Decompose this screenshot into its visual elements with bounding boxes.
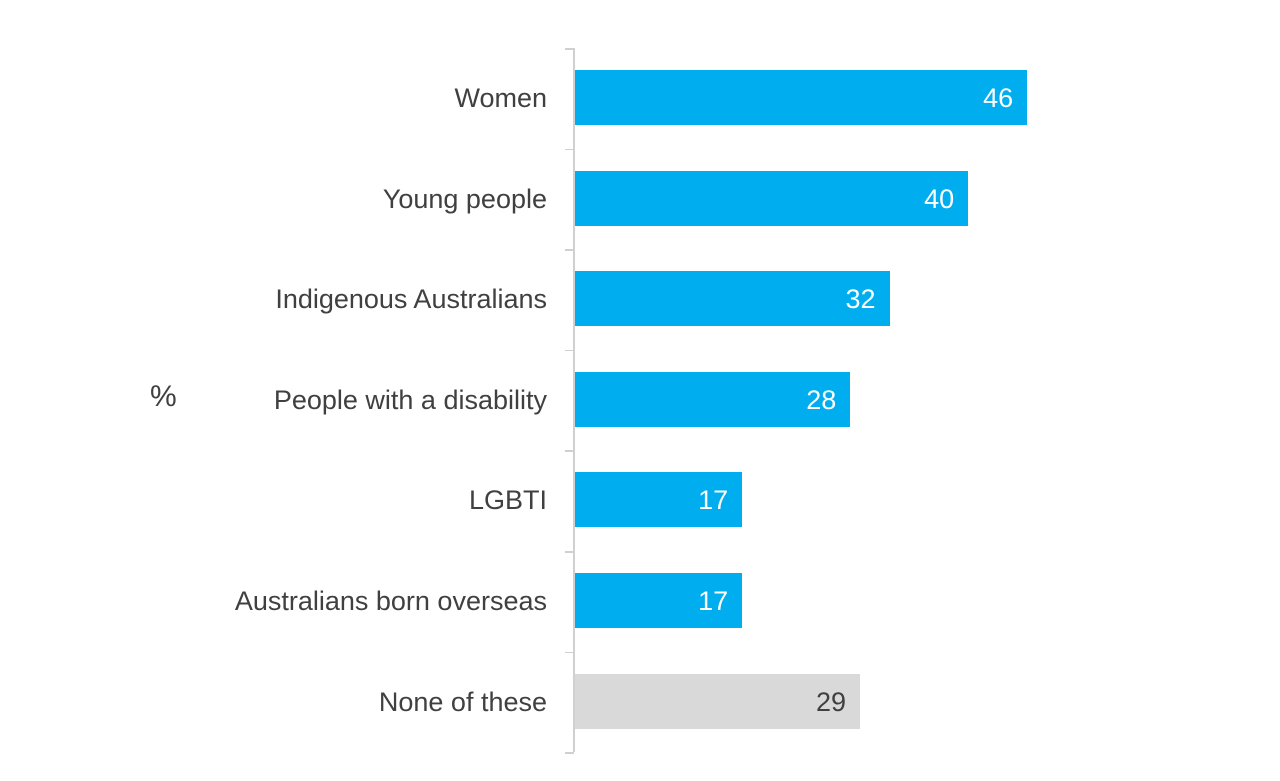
- bar-value-label: 29: [816, 686, 847, 717]
- bar: 17: [575, 472, 743, 528]
- axis-tick: [565, 551, 574, 553]
- bar-row: None of these 29: [0, 652, 1280, 752]
- bar-row: People with a disability 28: [0, 350, 1280, 450]
- bar-value-label: 17: [698, 485, 729, 516]
- axis-tick: [565, 148, 574, 151]
- bar: 29: [575, 673, 861, 729]
- axis-tick: [565, 752, 574, 754]
- axis-tick: [565, 651, 574, 654]
- bar: 28: [575, 371, 851, 427]
- category-label: LGBTI: [468, 485, 547, 516]
- axis-tick: [565, 349, 574, 352]
- category-label: Young people: [382, 183, 547, 214]
- bar-row: Australians born overseas 17: [0, 551, 1280, 651]
- bar-value-label: 32: [845, 284, 876, 315]
- category-axis-line: [573, 48, 575, 752]
- bar-row: Women 46: [0, 48, 1280, 148]
- bar: 40: [575, 170, 969, 226]
- axis-tick: [565, 48, 574, 50]
- bar-row: Indigenous Australians 32: [0, 249, 1280, 349]
- y-axis-label: %: [150, 380, 177, 413]
- category-label: People with a disability: [273, 384, 547, 415]
- bar: 46: [575, 70, 1028, 125]
- category-label: Indigenous Australians: [275, 284, 547, 315]
- category-label: Australians born overseas: [234, 586, 547, 616]
- bar: 32: [575, 271, 890, 327]
- bar-value-label: 17: [698, 586, 729, 616]
- bar-value-label: 46: [983, 83, 1014, 113]
- axis-tick: [565, 249, 574, 251]
- bar-value-label: 28: [806, 384, 837, 415]
- category-label: None of these: [378, 686, 547, 717]
- axis-tick: [565, 450, 574, 452]
- bar-row: LGBTI 17: [0, 450, 1280, 550]
- bar-row: Young people 40: [0, 149, 1280, 249]
- category-label: Women: [454, 83, 547, 113]
- bar-value-label: 40: [924, 183, 955, 214]
- bar: 17: [575, 573, 743, 628]
